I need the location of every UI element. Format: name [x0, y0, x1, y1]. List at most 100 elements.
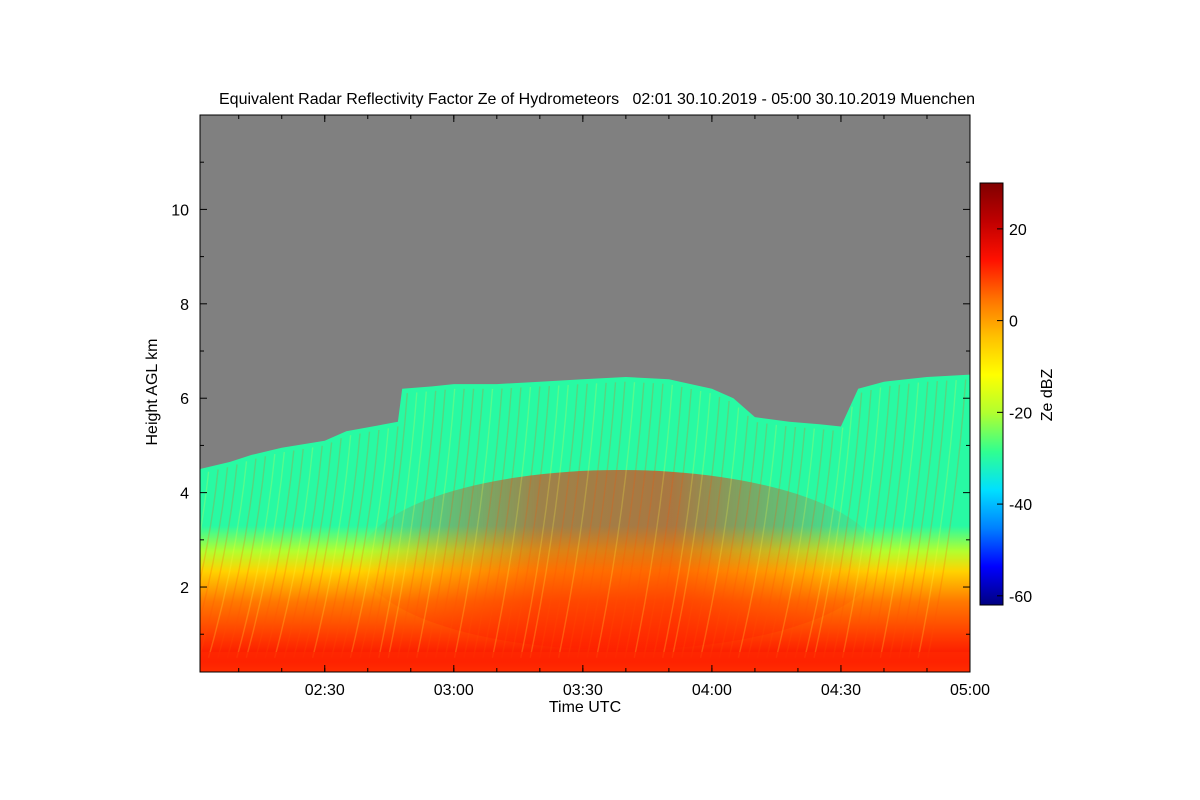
plot-area: [200, 115, 970, 672]
fall-streak: [529, 384, 569, 658]
fall-streak: [292, 442, 333, 658]
fall-streak: [822, 392, 863, 658]
fall-streak: [472, 387, 513, 658]
fall-streak: [567, 382, 607, 658]
fall-streak: [274, 447, 314, 658]
fall-streak: [690, 401, 730, 658]
fall-streak: [416, 388, 456, 658]
colorbar-tick-label: 0: [1009, 314, 1018, 331]
y-tick-label: 2: [180, 580, 189, 597]
fall-streak: [520, 385, 560, 658]
fall-streak: [898, 381, 938, 658]
fall-streaks: [200, 379, 967, 658]
fall-streak: [387, 391, 427, 658]
fall-streak: [586, 381, 626, 658]
fall-streak: [832, 389, 872, 658]
fall-streak: [255, 450, 295, 658]
fall-streak: [851, 385, 891, 658]
fall-streak: [510, 385, 550, 658]
fall-streak: [321, 433, 361, 658]
fall-streak: [368, 393, 408, 658]
fall-streak: [794, 430, 834, 658]
x-tick-label: 03:30: [563, 682, 603, 699]
fall-streak: [207, 461, 248, 658]
fall-streak: [870, 383, 910, 658]
x-tick-label: 04:00: [692, 682, 732, 699]
x-tick-label: 04:30: [821, 682, 861, 699]
fall-streak: [236, 454, 276, 658]
x-tick-label: 02:30: [305, 682, 345, 699]
reflectivity-core: [360, 470, 880, 650]
fall-streak: [889, 381, 929, 658]
fall-streak: [614, 383, 655, 658]
fall-streak: [434, 388, 475, 658]
fall-streak: [633, 384, 673, 658]
fall-streak: [643, 386, 683, 658]
plot-frame: [199, 114, 971, 673]
fall-streak: [671, 393, 711, 658]
fall-streak: [879, 382, 920, 658]
fall-streak: [927, 379, 967, 658]
fall-streak: [680, 396, 721, 658]
fall-streak: [359, 426, 399, 658]
fall-streak: [226, 456, 267, 658]
fall-streak: [841, 387, 882, 658]
fall-streak: [548, 383, 588, 658]
fall-streak: [699, 407, 740, 658]
fall-streak: [747, 426, 787, 658]
y-axis-label: Height AGL km: [144, 338, 161, 445]
ground-clutter-band: [200, 652, 970, 672]
fall-streak: [330, 431, 371, 658]
fall-streak: [283, 445, 323, 658]
fall-streak: [718, 422, 759, 658]
y-axis: 2 4 6 8 10: [171, 161, 970, 635]
fall-streak: [311, 435, 352, 658]
fall-streak: [813, 406, 853, 658]
x-tick-label: 03:00: [434, 682, 474, 699]
fall-streak: [756, 426, 797, 658]
fall-streak: [378, 392, 418, 658]
fall-streak: [491, 386, 532, 658]
fall-streak: [463, 388, 503, 658]
fall-streak: [539, 384, 579, 658]
colorbar-ticks: 20 0 -20 -40 -60: [997, 222, 1032, 606]
fall-streak: [453, 388, 494, 658]
colorbar-label: Ze dBZ: [1039, 369, 1056, 422]
colorbar-tick-label: -20: [1009, 405, 1032, 422]
fall-streak: [804, 427, 844, 658]
fall-streak: [302, 438, 342, 658]
fall-streak: [595, 382, 636, 658]
fall-streak: [245, 452, 285, 658]
colorbar-tick-label: -60: [1009, 589, 1032, 606]
fall-streak: [349, 428, 390, 658]
fall-streak: [860, 384, 901, 658]
fall-streak: [200, 471, 210, 538]
y-tick-label: 4: [180, 486, 189, 503]
fall-streak: [425, 388, 465, 658]
fall-streak: [766, 427, 806, 658]
fall-streak: [200, 464, 238, 657]
fall-streak: [557, 383, 598, 658]
fall-streak: [652, 388, 692, 658]
fall-streak: [200, 467, 229, 623]
fall-streak: [775, 428, 815, 658]
y-tick-label: 10: [171, 202, 189, 219]
fall-streak: [576, 382, 617, 658]
fall-streak: [917, 380, 957, 658]
fall-streak: [217, 458, 257, 658]
fall-streak: [662, 390, 702, 658]
y-tick-label: 6: [180, 391, 189, 408]
fall-streak: [605, 382, 645, 658]
fall-streak: [397, 390, 437, 658]
fall-streak: [200, 469, 219, 584]
colorbar-tick-label: -40: [1009, 497, 1032, 514]
fall-streak: [444, 388, 484, 658]
colorbar-gradient: [979, 182, 1004, 606]
fall-streak: [340, 429, 380, 658]
fall-streak: [737, 424, 778, 658]
fall-streak: [728, 423, 768, 658]
colorbar: 20 0 -20 -40 -60 Ze dBZ: [979, 182, 1056, 606]
colorbar-tick-label: 20: [1009, 222, 1027, 239]
fall-streak: [501, 386, 541, 658]
